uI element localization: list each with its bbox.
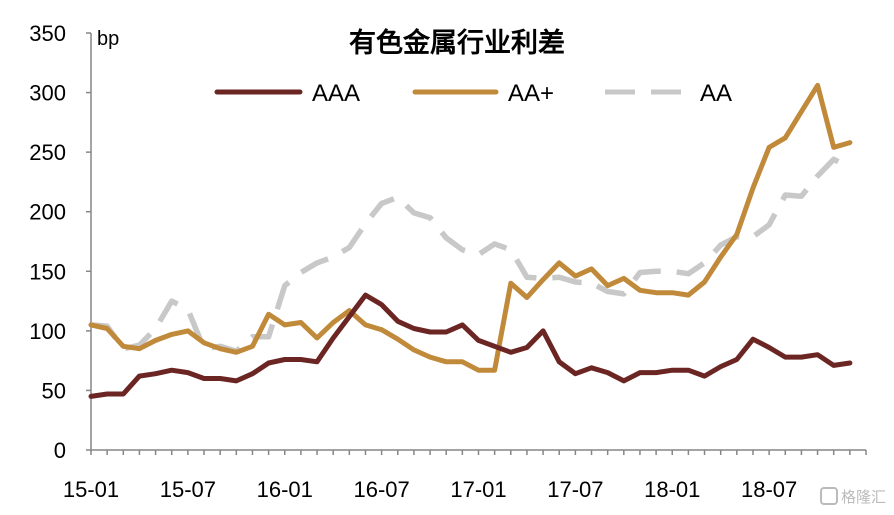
watermark: 格隆汇 [820, 487, 886, 506]
legend: AAA AA+ AA [214, 80, 732, 107]
y-tick-label: 150 [29, 259, 66, 284]
axes [86, 32, 867, 455]
x-tick-label: 17-01 [450, 477, 506, 502]
x-tick-label: 16-01 [257, 477, 313, 502]
series-line-aa [90, 156, 852, 354]
chart-title: 有色金属行业利差 [349, 27, 565, 59]
x-tick-label: 16-07 [353, 477, 409, 502]
y-tick-label: 250 [29, 140, 66, 165]
watermark-logo-icon [820, 487, 838, 505]
y-tick-label: 350 [29, 21, 66, 46]
series-lines [88, 82, 853, 399]
watermark-text: 格隆汇 [841, 488, 886, 506]
x-tick-label: 15-07 [160, 477, 216, 502]
legend-label: AAA [312, 80, 360, 107]
legend-label: AA+ [508, 80, 554, 107]
x-tick-label: 18-01 [644, 477, 700, 502]
y-tick-label: 100 [29, 319, 66, 344]
y-tick-labels: 0 50 100 150 200 250 300 350 [29, 21, 66, 463]
legend-label: AA [700, 80, 732, 107]
y-tick-label: 50 [42, 378, 66, 403]
y-tick-label: 0 [54, 438, 66, 463]
y-tick-label: 300 [29, 81, 66, 106]
y-tick-label: 200 [29, 200, 66, 225]
x-tick-labels: 15-01 15-07 16-01 16-07 17-01 17-07 18-01 18-07 [63, 477, 797, 502]
series-line-aaa [88, 292, 853, 399]
x-tick-label: 15-01 [63, 477, 119, 502]
series-line-aaplus [88, 82, 853, 373]
y-axis-unit-label: bp [97, 28, 119, 50]
x-tick-label: 18-07 [741, 477, 797, 502]
x-tick-label: 17-07 [547, 477, 603, 502]
